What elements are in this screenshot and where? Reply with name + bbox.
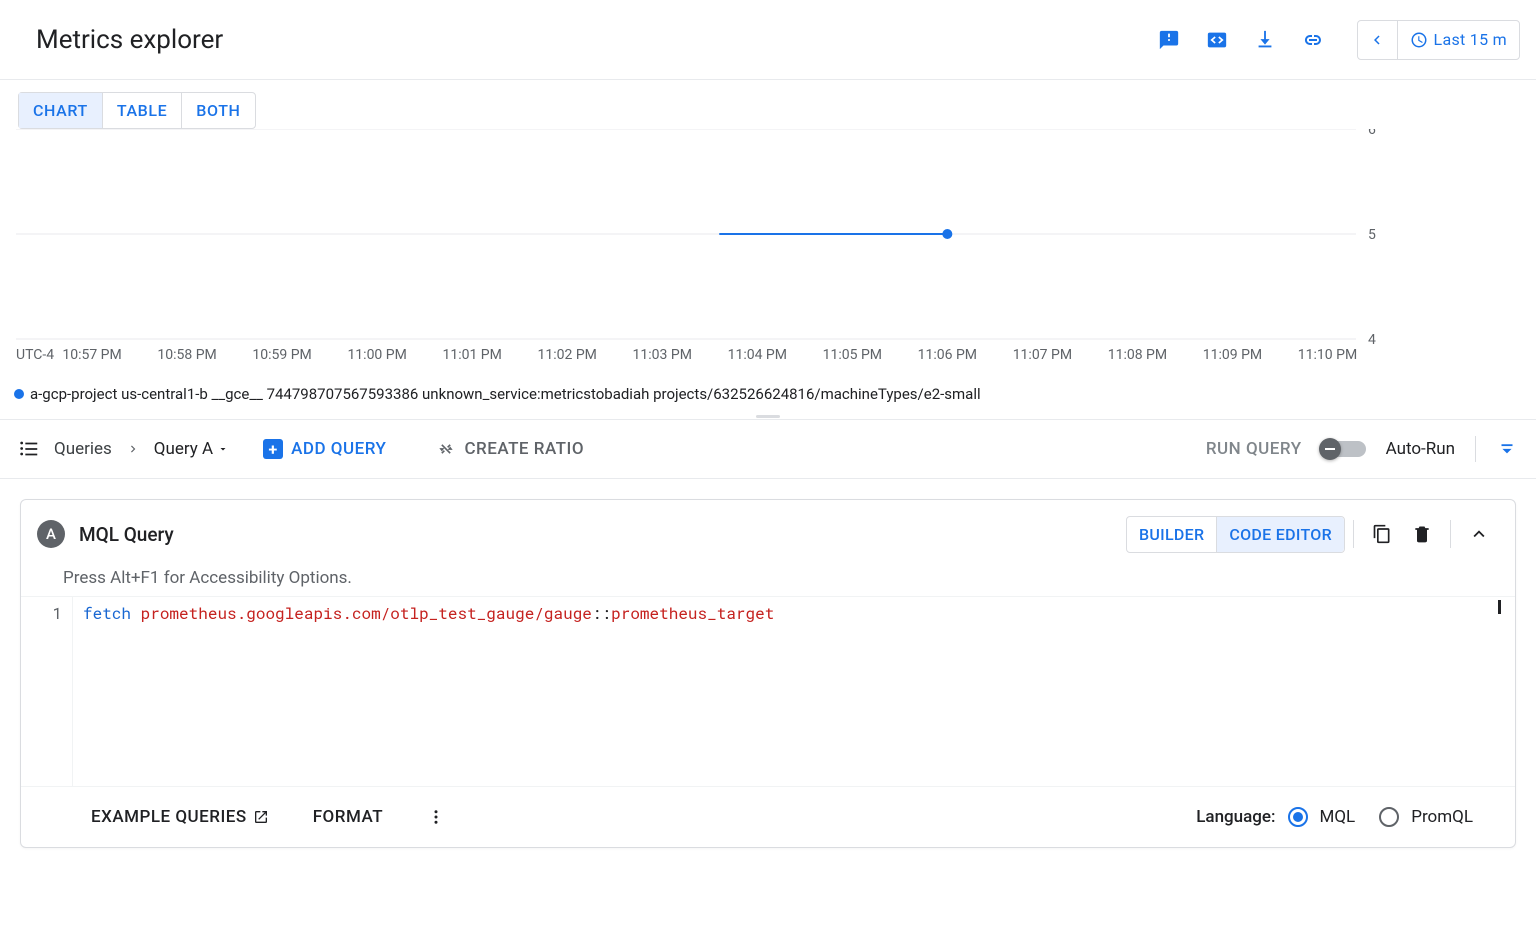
svg-text:10:57 PM: 10:57 PM bbox=[62, 347, 121, 363]
svg-text:11:09 PM: 11:09 PM bbox=[1203, 347, 1262, 363]
svg-text:11:07 PM: 11:07 PM bbox=[1013, 347, 1072, 363]
language-selector: Language: MQL PromQL bbox=[1196, 807, 1485, 827]
svg-text:11:02 PM: 11:02 PM bbox=[538, 347, 597, 363]
download-icon[interactable] bbox=[1253, 28, 1277, 52]
create-ratio-label: CREATE RATIO bbox=[464, 439, 584, 459]
run-query-button[interactable]: RUN QUERY bbox=[1206, 439, 1302, 459]
query-card: A MQL Query BUILDER CODE EDITOR Press Al… bbox=[20, 499, 1516, 848]
auto-run-label: Auto-Run bbox=[1386, 439, 1455, 459]
svg-text:11:08 PM: 11:08 PM bbox=[1108, 347, 1167, 363]
radio-mql[interactable] bbox=[1288, 807, 1308, 827]
trash-icon bbox=[1412, 524, 1432, 544]
more-vert-icon bbox=[427, 808, 445, 826]
time-back-button[interactable] bbox=[1358, 21, 1398, 59]
radio-promql-label: PromQL bbox=[1411, 807, 1473, 827]
tab-both[interactable]: BOTH bbox=[182, 93, 254, 128]
chart: 4 5 6 10:57 PM 10:58 PM 10:59 PM 11:00 PM 11:01… bbox=[16, 129, 1520, 379]
query-bar-right: RUN QUERY Auto-Run bbox=[1206, 436, 1518, 462]
svg-text:11:05 PM: 11:05 PM bbox=[823, 347, 882, 363]
legend-marker bbox=[14, 389, 24, 399]
external-link-icon bbox=[253, 809, 269, 825]
time-range-button[interactable]: Last 15 m bbox=[1398, 30, 1519, 49]
code-keyword: fetch bbox=[83, 603, 131, 624]
builder-mode-button[interactable]: BUILDER bbox=[1127, 517, 1217, 552]
query-card-header: A MQL Query BUILDER CODE EDITOR bbox=[21, 500, 1515, 568]
query-card-footer: EXAMPLE QUERIES FORMAT Language: MQL Pro… bbox=[21, 786, 1515, 847]
legend-text: a-gcp-project us-central1-b __gce__ 7447… bbox=[30, 385, 981, 403]
svg-text:11:06 PM: 11:06 PM bbox=[918, 347, 977, 363]
auto-run-toggle[interactable] bbox=[1322, 441, 1366, 457]
divider bbox=[1450, 520, 1451, 548]
copy-button[interactable] bbox=[1362, 514, 1402, 554]
link-icon[interactable] bbox=[1301, 28, 1325, 52]
copy-icon bbox=[1372, 524, 1392, 544]
tab-table[interactable]: TABLE bbox=[103, 93, 182, 128]
chevron-up-icon bbox=[1468, 523, 1490, 545]
code-separator: :: bbox=[592, 603, 611, 624]
line-number: 1 bbox=[21, 603, 62, 624]
query-badge: A bbox=[37, 520, 65, 548]
add-query-button[interactable]: + ADD QUERY bbox=[263, 439, 386, 459]
collapse-card-button[interactable] bbox=[1459, 514, 1499, 554]
svg-text:11:00 PM: 11:00 PM bbox=[347, 347, 406, 363]
code-icon[interactable] bbox=[1205, 28, 1229, 52]
add-query-label: ADD QUERY bbox=[291, 439, 386, 459]
radio-mql-label: MQL bbox=[1320, 807, 1356, 827]
time-range-label: Last 15 m bbox=[1434, 30, 1507, 49]
time-range-group: Last 15 m bbox=[1357, 20, 1520, 60]
create-ratio-button[interactable]: CREATE RATIO bbox=[436, 439, 584, 459]
svg-text:11:10 PM: 11:10 PM bbox=[1298, 347, 1357, 363]
divider bbox=[1353, 520, 1354, 548]
page-title: Metrics explorer bbox=[36, 25, 223, 55]
format-button[interactable]: FORMAT bbox=[313, 807, 383, 827]
query-card-title: MQL Query bbox=[79, 523, 174, 546]
example-queries-label: EXAMPLE QUERIES bbox=[91, 807, 247, 827]
queries-label: Queries bbox=[54, 439, 112, 459]
query-selector[interactable]: Query A bbox=[154, 439, 229, 459]
svg-text:11:04 PM: 11:04 PM bbox=[728, 347, 787, 363]
svg-text:10:59 PM: 10:59 PM bbox=[252, 347, 311, 363]
tab-chart[interactable]: CHART bbox=[19, 93, 103, 128]
svg-text:10:58 PM: 10:58 PM bbox=[157, 347, 216, 363]
code-tail: prometheus_target bbox=[611, 603, 774, 624]
caret-down-icon bbox=[217, 443, 229, 455]
cursor-indicator bbox=[1498, 600, 1501, 614]
more-button[interactable] bbox=[427, 808, 445, 826]
code-content[interactable]: fetch prometheus.googleapis.com/otlp_tes… bbox=[73, 597, 1515, 786]
language-label: Language: bbox=[1196, 807, 1275, 827]
view-tabs: CHART TABLE BOTH bbox=[18, 92, 256, 129]
ratio-icon bbox=[436, 439, 456, 459]
format-label: FORMAT bbox=[313, 807, 383, 827]
line-gutter: 1 bbox=[21, 597, 73, 786]
chart-svg: 4 5 6 10:57 PM 10:58 PM 10:59 PM 11:00 PM 11:01… bbox=[16, 129, 1520, 379]
svg-text:5: 5 bbox=[1368, 227, 1376, 243]
header-actions: Last 15 m bbox=[1157, 20, 1520, 60]
svg-text:4: 4 bbox=[1368, 332, 1376, 348]
delete-button[interactable] bbox=[1402, 514, 1442, 554]
clock-icon bbox=[1410, 31, 1428, 49]
query-card-actions: BUILDER CODE EDITOR bbox=[1126, 514, 1499, 554]
accessibility-hint: Press Alt+F1 for Accessibility Options. bbox=[21, 568, 1515, 596]
code-path: prometheus.googleapis.com/otlp_test_gaug… bbox=[141, 603, 592, 624]
collapse-queries-button[interactable] bbox=[1475, 436, 1518, 462]
query-selector-label: Query A bbox=[154, 439, 213, 459]
feedback-icon[interactable] bbox=[1157, 28, 1181, 52]
plus-icon: + bbox=[263, 439, 283, 459]
query-bar: Queries Query A + ADD QUERY CREATE RATIO… bbox=[0, 419, 1536, 479]
radio-promql[interactable] bbox=[1379, 807, 1399, 827]
code-editor-mode-button[interactable]: CODE EDITOR bbox=[1217, 517, 1344, 552]
query-bar-left: Queries Query A + ADD QUERY CREATE RATIO bbox=[18, 438, 584, 460]
chevron-right-icon bbox=[126, 442, 140, 456]
code-editor[interactable]: 1 fetch prometheus.googleapis.com/otlp_t… bbox=[21, 596, 1515, 786]
svg-text:11:01 PM: 11:01 PM bbox=[442, 347, 501, 363]
legend: a-gcp-project us-central1-b __gce__ 7447… bbox=[0, 379, 1536, 413]
list-icon bbox=[18, 438, 40, 460]
example-queries-button[interactable]: EXAMPLE QUERIES bbox=[91, 807, 269, 827]
editor-mode-toggle: BUILDER CODE EDITOR bbox=[1126, 516, 1345, 553]
svg-text:11:03 PM: 11:03 PM bbox=[633, 347, 692, 363]
header: Metrics explorer Last 15 m bbox=[0, 0, 1536, 80]
svg-text:UTC-4: UTC-4 bbox=[16, 347, 54, 363]
svg-text:6: 6 bbox=[1368, 129, 1376, 138]
